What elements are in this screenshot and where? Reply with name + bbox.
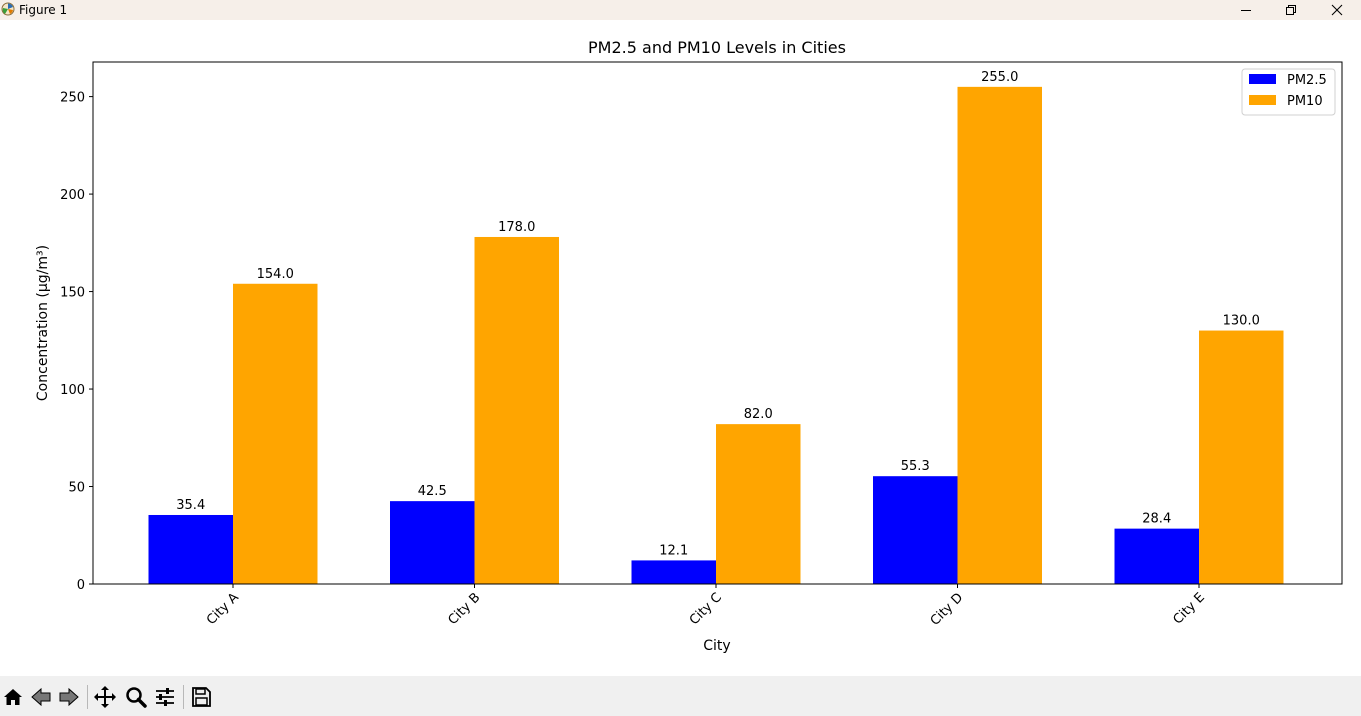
- bar-value-label: 35.4: [176, 498, 205, 513]
- window-titlebar: Figure 1: [0, 0, 1361, 20]
- maximize-icon: [1286, 5, 1296, 15]
- toolbar-separator: [183, 685, 184, 709]
- home-button[interactable]: [0, 684, 26, 710]
- bar-value-labels: 35.4 154.0 42.5 178.0 12.1 82.0 55.3 255.0 28.4 1…: [176, 70, 1260, 559]
- home-icon: [4, 689, 22, 705]
- y-tick-label: 250: [60, 91, 85, 106]
- x-tick-label: City B: [445, 590, 483, 628]
- save-button[interactable]: [188, 684, 214, 710]
- bar-pm25-4: [873, 476, 958, 584]
- back-icon: [31, 687, 51, 707]
- zoom-icon: [126, 687, 147, 708]
- bars: [148, 86, 1284, 584]
- y-tick-label: 200: [60, 188, 85, 203]
- close-button[interactable]: [1314, 0, 1360, 20]
- chart-title: PM2.5 and PM10 Levels in Cities: [588, 38, 846, 57]
- legend: PM2.5 PM10: [1241, 68, 1336, 116]
- bar-value-label: 28.4: [1142, 512, 1171, 527]
- bar-pm10-3: [716, 424, 801, 584]
- y-tick-label: 100: [60, 383, 85, 398]
- legend-swatch: [1249, 74, 1276, 84]
- bar-pm25-3: [631, 560, 716, 584]
- save-icon: [192, 687, 211, 707]
- bar-pm10-4: [957, 86, 1042, 584]
- maximize-button[interactable]: [1268, 0, 1314, 20]
- bar-pm10-1: [233, 283, 318, 584]
- y-axis-label: Concentration (µg/m³): [35, 245, 51, 401]
- bar-pm10-2: [474, 236, 559, 584]
- forward-button[interactable]: [56, 684, 82, 710]
- bar-value-label: 130.0: [1223, 314, 1260, 329]
- bar-chart: PM2.5 and PM10 Levels in Cities 0 50 100 15…: [35, 38, 1343, 654]
- minimize-icon: [1241, 10, 1251, 11]
- close-icon: [1331, 4, 1343, 16]
- configure-subplots-icon: [156, 688, 174, 706]
- figure-canvas: PM2.5 and PM10 Levels in Cities 0 50 100 15…: [0, 20, 1361, 676]
- x-tick-label: City E: [1170, 590, 1207, 627]
- bar-value-label: 154.0: [257, 267, 294, 282]
- window-title: Figure 1: [19, 3, 68, 17]
- bar-pm25-1: [148, 514, 233, 584]
- minimize-button[interactable]: [1223, 0, 1269, 20]
- bar-value-label: 82.0: [744, 407, 773, 422]
- navigation-toolbar: [0, 676, 1361, 716]
- x-axis-ticks: City A City B City C City D City E: [204, 584, 1208, 629]
- toolbar-separator: [87, 685, 88, 709]
- bar-pm25-2: [390, 501, 475, 584]
- legend-label: PM10: [1287, 94, 1323, 109]
- bar-value-label: 42.5: [418, 484, 447, 499]
- x-axis-label: City: [703, 638, 730, 654]
- bar-pm25-5: [1114, 528, 1199, 584]
- zoom-button[interactable]: [123, 684, 149, 710]
- y-tick-label: 150: [60, 286, 85, 301]
- legend-swatch: [1249, 95, 1276, 105]
- pan-button[interactable]: [92, 684, 118, 710]
- bar-value-label: 178.0: [498, 220, 535, 235]
- back-button[interactable]: [28, 684, 54, 710]
- pan-icon: [94, 686, 116, 708]
- forward-icon: [59, 687, 79, 707]
- bar-value-label: 12.1: [659, 543, 688, 558]
- x-tick-label: City D: [928, 590, 967, 629]
- matplotlib-app-icon: [1, 2, 15, 16]
- x-tick-label: City C: [687, 590, 725, 628]
- x-tick-label: City A: [204, 590, 242, 628]
- configure-subplots-button[interactable]: [152, 684, 178, 710]
- bar-value-label: 55.3: [901, 459, 930, 474]
- legend-label: PM2.5: [1287, 73, 1327, 88]
- bar-value-label: 255.0: [981, 70, 1018, 85]
- y-axis-ticks: 0 50 100 150 200 250: [60, 91, 93, 593]
- axes-frame: [92, 61, 1343, 585]
- y-tick-label: 50: [68, 481, 85, 496]
- y-tick-label: 0: [77, 578, 85, 593]
- bar-pm10-5: [1199, 330, 1284, 584]
